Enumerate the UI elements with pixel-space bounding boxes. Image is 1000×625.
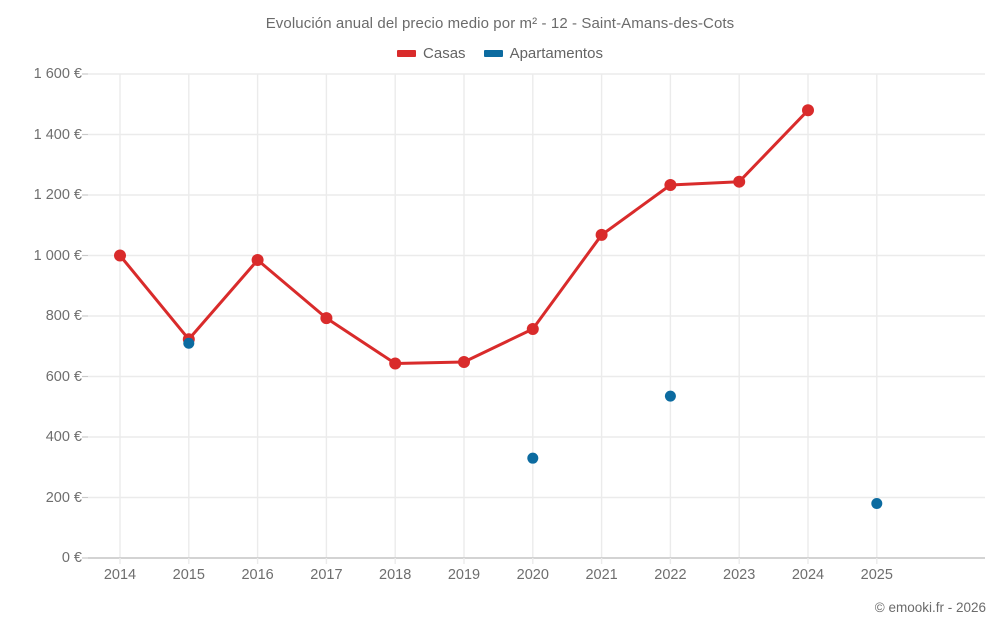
y-axis-tick-label: 200 €	[45, 489, 82, 506]
legend-item-apartamentos[interactable]: Apartamentos	[483, 45, 603, 62]
x-axis-tick-label: 2016	[241, 567, 274, 583]
credit-footer: © emooki.fr - 2026	[874, 600, 986, 615]
x-axis-tick-label: 2018	[379, 567, 412, 583]
data-point[interactable]	[389, 357, 402, 370]
x-axis-tick-label: 2015	[172, 567, 205, 583]
data-point[interactable]	[802, 104, 814, 117]
data-point[interactable]	[871, 498, 883, 510]
x-axis-tick-label: 2020	[516, 567, 549, 583]
y-axis-labels: 0 € 200 € 400 € 600 € 800 € 1 000 € 1 200 € 1 4…	[0, 0, 82, 625]
legend-item-casas[interactable]: Casas	[397, 45, 466, 62]
x-axis-tick-label: 2017	[310, 567, 343, 583]
x-axis-tick-label: 2024	[791, 567, 825, 583]
data-point[interactable]	[458, 355, 470, 368]
data-point[interactable]	[527, 452, 539, 464]
legend-swatch-apartamentos	[483, 50, 503, 57]
y-axis-tick-label: 0 €	[61, 550, 82, 566]
x-axis-tick-label: 2023	[723, 567, 756, 583]
data-point[interactable]	[733, 175, 746, 188]
data-point[interactable]	[526, 323, 539, 336]
series-layer	[114, 104, 883, 510]
data-point[interactable]	[320, 312, 333, 325]
y-axis-tick-label: 1 000 €	[33, 247, 82, 264]
chart-title: Evolución anual del precio medio por m² …	[265, 15, 735, 32]
x-axis-tick-label: 2014	[103, 567, 137, 583]
chart-legend: Casas Apartamentos	[0, 45, 1000, 62]
legend-label-apartamentos: Apartamentos	[509, 45, 603, 62]
data-point[interactable]	[664, 390, 676, 402]
legend-label-casas: Casas	[423, 45, 466, 62]
gridlines	[88, 73, 985, 559]
data-point[interactable]	[251, 254, 264, 267]
y-axis-tick-label: 1 200 €	[33, 187, 82, 203]
x-axis-tick-label: 2021	[585, 567, 618, 583]
y-axis-tick-label: 1 600 €	[33, 66, 82, 82]
data-point[interactable]	[114, 249, 126, 262]
data-point[interactable]	[183, 337, 195, 349]
y-axis-tick-label: 800 €	[45, 308, 82, 324]
data-point[interactable]	[664, 179, 677, 192]
data-point[interactable]	[595, 228, 608, 241]
axis-lines	[82, 73, 985, 564]
x-axis-tick-label: 2019	[447, 567, 481, 583]
y-axis-tick-label: 400 €	[45, 429, 82, 445]
y-axis-tick-label: 1 400 €	[33, 126, 82, 143]
x-axis-tick-label: 2025	[860, 567, 893, 583]
legend-swatch-casas	[397, 50, 417, 57]
y-axis-tick-label: 600 €	[45, 368, 82, 385]
x-axis-tick-label: 2022	[654, 567, 687, 583]
